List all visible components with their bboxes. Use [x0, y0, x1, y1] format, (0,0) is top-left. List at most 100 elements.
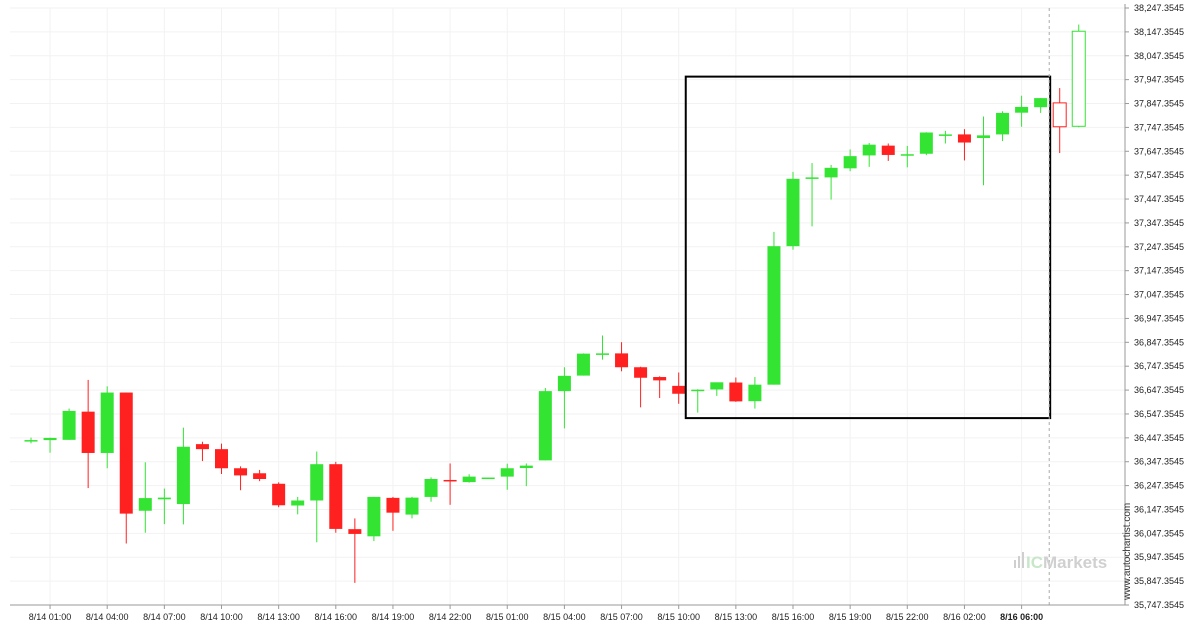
candle	[291, 496, 305, 515]
candle	[234, 466, 248, 491]
candle-body	[291, 500, 305, 506]
candle	[634, 366, 648, 408]
highlight-box	[684, 75, 1052, 420]
y-tick-label: 38,247.3545	[1134, 3, 1184, 13]
candle-body	[367, 496, 381, 537]
x-tick-label: 8/15 13:00	[715, 612, 758, 622]
brand-prefix: IC	[1026, 553, 1043, 572]
candle	[729, 377, 743, 402]
candle-body	[1071, 30, 1086, 127]
candle	[1052, 88, 1067, 154]
candle-body	[576, 353, 590, 376]
candle-body	[119, 392, 133, 514]
x-tick-label: 8/15 19:00	[829, 612, 872, 622]
y-tick-label: 35,847.3545	[1134, 576, 1184, 586]
candle	[862, 143, 876, 167]
candle	[62, 408, 76, 440]
y-tick-label: 36,947.3545	[1134, 313, 1184, 323]
candle	[977, 116, 990, 186]
y-tick-label: 36,347.3545	[1134, 457, 1184, 467]
overlays	[684, 8, 1052, 605]
brand-logo: ICMarkets	[1014, 552, 1107, 572]
candle-body	[996, 112, 1010, 135]
candle	[367, 496, 381, 542]
candle-body	[157, 497, 171, 500]
candle	[119, 392, 133, 544]
candle-body	[462, 476, 476, 483]
candle	[424, 477, 438, 502]
brand-bars-icon	[1014, 552, 1024, 568]
candle-body	[386, 497, 400, 513]
y-tick-label: 37,647.3545	[1134, 146, 1184, 156]
candle-body	[843, 156, 857, 169]
x-tick-label: 8/14 10:00	[200, 612, 243, 622]
candle	[195, 441, 209, 462]
candle-body	[481, 477, 495, 480]
candle	[1071, 24, 1086, 128]
candle	[329, 461, 343, 533]
grid-lines	[10, 7, 1125, 606]
x-tick-label: 8/14 16:00	[315, 612, 358, 622]
axes: 38,247.3545 38,147.3545 38,047.3545 37,947.…	[10, 3, 1184, 622]
candle-body	[1052, 102, 1067, 128]
candle-body	[710, 382, 724, 390]
x-tick-label: 8/16 02:00	[943, 612, 986, 622]
candle	[500, 463, 514, 490]
x-tick-label: 8/14 13:00	[257, 612, 300, 622]
candle-body	[234, 468, 248, 476]
candles	[24, 24, 1086, 583]
candle-body	[310, 464, 324, 501]
candle-body	[805, 177, 819, 179]
candle-body	[900, 154, 914, 156]
candle	[100, 386, 114, 469]
y-tick-label: 36,447.3545	[1134, 433, 1184, 443]
x-tick-label: 8/14 19:00	[372, 612, 415, 622]
candle	[824, 164, 838, 200]
candle	[43, 437, 57, 453]
candle-body	[862, 144, 876, 156]
candle-body	[519, 465, 533, 469]
candle-body	[938, 134, 952, 136]
candle-body	[919, 132, 933, 154]
y-tick-label: 36,247.3545	[1134, 481, 1184, 491]
candle	[919, 132, 933, 156]
candle-body	[729, 382, 743, 402]
watermark: www.autochartist.com ICMarkets	[1014, 503, 1133, 601]
candle-body	[81, 411, 95, 453]
candle-body	[176, 446, 190, 505]
candle-body	[43, 437, 57, 441]
x-tick-label: 8/15 16:00	[772, 612, 815, 622]
candle-body	[215, 449, 228, 469]
y-tick-label: 35,747.3545	[1134, 600, 1184, 610]
y-tick-label: 37,147.3545	[1134, 266, 1184, 276]
candle-body	[824, 167, 838, 178]
candle	[443, 463, 457, 505]
y-tick-label: 36,147.3545	[1134, 504, 1184, 514]
candle-body	[596, 353, 609, 355]
y-tick-label: 37,447.3545	[1134, 194, 1184, 204]
candle	[672, 372, 686, 404]
candle	[653, 376, 667, 399]
y-tick-label: 38,147.3545	[1134, 27, 1184, 37]
y-tick-label: 37,247.3545	[1134, 242, 1184, 252]
candle	[138, 462, 152, 533]
candle	[462, 474, 476, 483]
candle	[157, 488, 171, 525]
x-tick-label: 8/15 22:00	[886, 612, 929, 622]
candle	[310, 451, 324, 543]
candle-body	[24, 440, 38, 442]
candle-body	[957, 134, 971, 143]
candle-body	[500, 468, 514, 477]
candle-body	[748, 384, 762, 402]
candle	[996, 111, 1010, 142]
candle-body	[786, 178, 800, 247]
candle	[348, 518, 362, 583]
candle	[748, 377, 762, 409]
candle	[538, 388, 552, 461]
candle-body	[443, 479, 457, 482]
y-tick-label: 36,647.3545	[1134, 385, 1184, 395]
y-tick-label: 37,847.3545	[1134, 99, 1184, 109]
candle-body	[62, 410, 76, 440]
x-tick-label: 8/15 01:00	[486, 612, 529, 622]
